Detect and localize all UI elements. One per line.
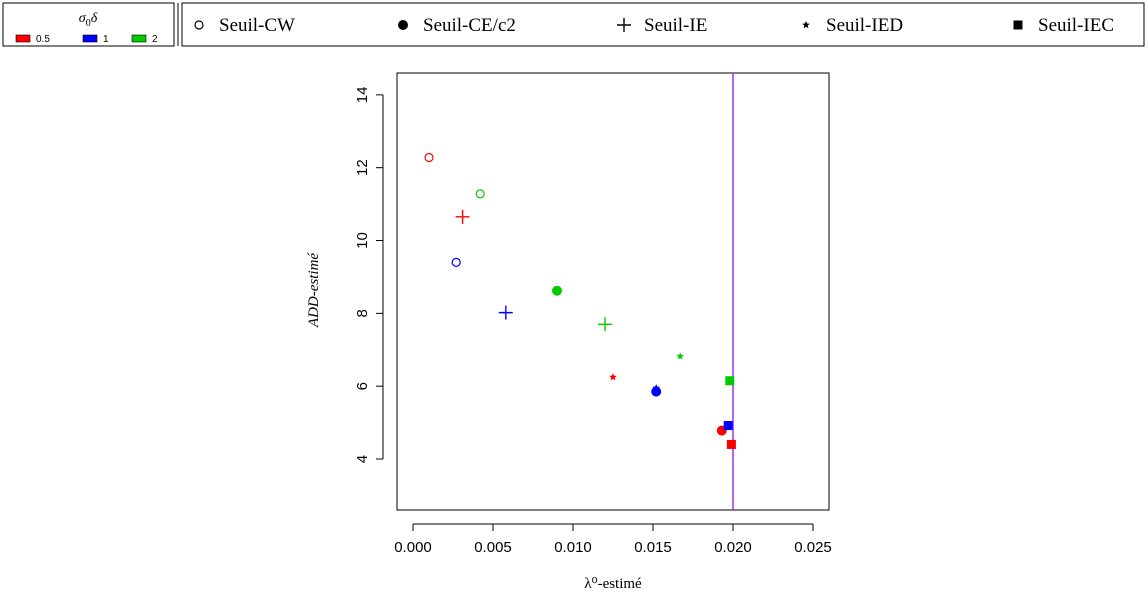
x-tick-label: 0.010: [554, 539, 592, 556]
color-legend-swatch: [15, 34, 31, 43]
data-point: [455, 209, 470, 224]
data-point: [475, 189, 485, 199]
shape-legend-frame: [181, 2, 1145, 47]
data-point: [498, 305, 513, 320]
y-axis-label: ADD-estimé: [306, 252, 322, 328]
data-point: [676, 352, 684, 360]
y-tick-label: 12: [354, 159, 371, 176]
y-tick-label: 8: [354, 309, 371, 317]
shape-legend-marker: [802, 21, 810, 29]
shape-legend-label: Seuil-CE/c2: [423, 15, 516, 36]
x-axis-label: λ⁰-estimé: [584, 576, 642, 592]
shape-legend: Seuil-CW Seuil-CE/c2 Seuil-IE Seuil-IED Seui…: [181, 2, 1145, 47]
y-tick-label: 14: [354, 87, 371, 104]
color-legend-swatch: [131, 34, 147, 43]
color-legend-label: 0.5: [36, 34, 50, 45]
x-tick-label: 0.025: [794, 539, 832, 556]
y-tick-label: 6: [354, 382, 371, 390]
data-point: [723, 421, 733, 431]
shape-legend-marker: [617, 18, 631, 32]
shape-legend-marker: [194, 20, 204, 30]
shape-legend-label: Seuil-IEC: [1038, 15, 1114, 36]
x-tick-label: 0.000: [394, 539, 432, 556]
x-tick-label: 0.020: [714, 539, 752, 556]
x-tick-label: 0.015: [634, 539, 672, 556]
color-legend-title: σ0δ: [79, 11, 98, 29]
color-legend-label: 2: [152, 34, 158, 45]
data-point: [424, 152, 434, 163]
x-tick-label: 0.005: [474, 539, 512, 556]
data-point: [598, 317, 612, 332]
shape-legend-label: Seuil-IED: [826, 15, 903, 36]
shape-legend-label: Seuil-CW: [219, 15, 295, 36]
data-point: [726, 439, 736, 449]
data-point: [451, 257, 461, 267]
color-legend-label: 1: [103, 34, 109, 45]
y-tick-label: 4: [354, 455, 371, 463]
color-legend: σ0δ 0.5 1 2: [2, 2, 175, 47]
data-point: [652, 384, 660, 392]
color-legend-swatch: [82, 34, 98, 43]
data-point: [725, 376, 735, 386]
data-point: [609, 373, 617, 381]
shape-legend-marker: [1013, 20, 1023, 30]
plot-frame: [396, 72, 830, 511]
shape-legend-label: Seuil-IE: [644, 15, 707, 36]
shape-legend-marker: [398, 20, 408, 30]
y-tick-label: 10: [354, 232, 371, 249]
data-point: [552, 285, 562, 296]
